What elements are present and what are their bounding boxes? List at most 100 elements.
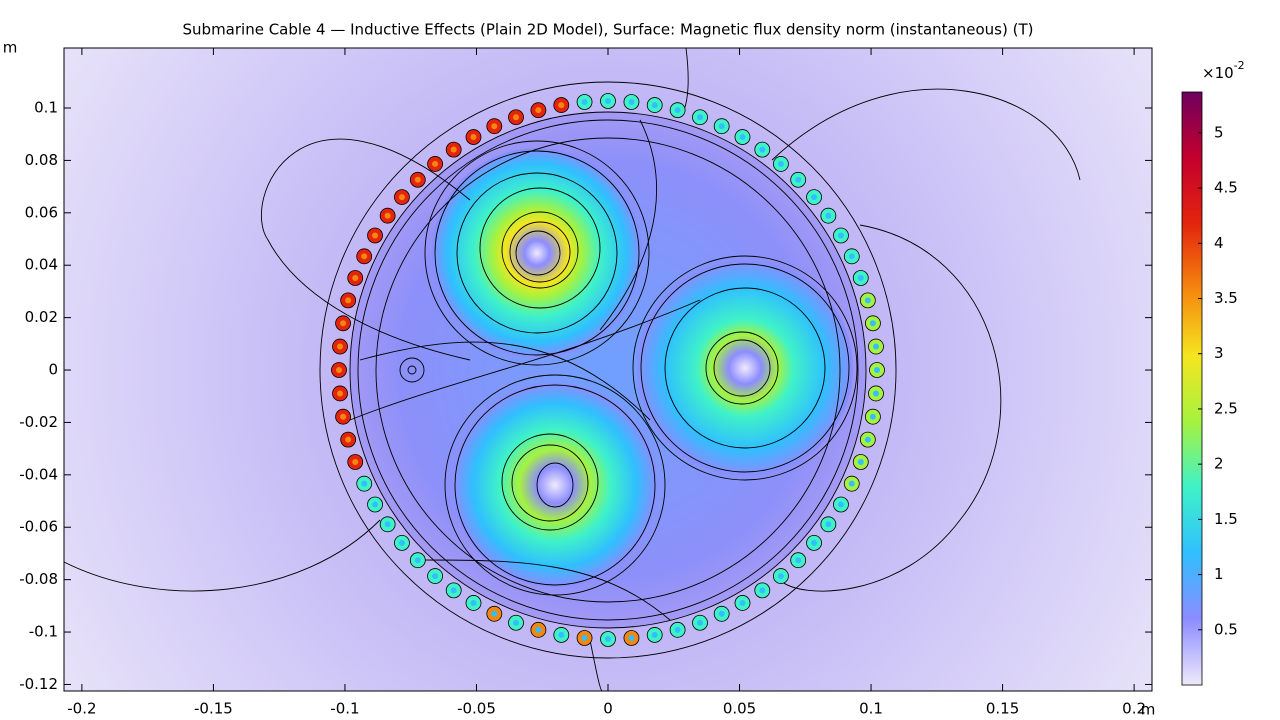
armor-wire-core — [384, 212, 391, 219]
y-tick-label: -0.12 — [19, 675, 58, 693]
armor-wire-core — [384, 521, 391, 528]
armor-wire-core — [869, 320, 876, 327]
armor-wire-core — [697, 619, 704, 626]
armor-wire-core — [512, 619, 519, 626]
armor-wire-core — [352, 274, 359, 281]
colorbar-tick-label: 3 — [1214, 344, 1224, 362]
armor-wire-core — [512, 114, 519, 121]
colorbar-tick-label: 4 — [1214, 234, 1224, 252]
x-tick-label: 0.05 — [723, 700, 756, 718]
armor-wire-core — [581, 99, 588, 106]
armor-wire-core — [718, 610, 725, 617]
y-tick-label: 0.04 — [25, 256, 58, 274]
exponent: -2 — [1234, 59, 1245, 72]
y-tick-label: 0.1 — [34, 99, 58, 117]
armor-wire-core — [674, 107, 681, 114]
colorbar-tick-label: 2.5 — [1214, 399, 1238, 417]
armor-wire-core — [558, 631, 565, 638]
armor-wire-core — [795, 557, 802, 564]
armor-wire-core — [777, 160, 784, 167]
armor-wire-core — [864, 436, 871, 443]
colorbar-tick-label: 4.5 — [1214, 179, 1238, 197]
armor-wire-core — [432, 160, 439, 167]
armor-wire-core — [414, 557, 421, 564]
armor-wire-core — [361, 480, 368, 487]
y-tick-label: -0.06 — [19, 518, 58, 536]
armor-wire-core — [372, 501, 379, 508]
armor-wire-core — [432, 573, 439, 580]
armor-wire-core — [361, 253, 368, 260]
armor-wire-core — [372, 232, 379, 239]
armor-wire-core — [837, 232, 844, 239]
colorbar-exponent: ×10-2 — [1202, 59, 1245, 82]
armor-wire-core — [759, 146, 766, 153]
colorbar-tick-label: 3.5 — [1214, 289, 1238, 307]
armor-wire-core — [759, 587, 766, 594]
armor-wire-core — [795, 176, 802, 183]
colorbar-tick-label: 1.5 — [1214, 510, 1238, 528]
armor-wire-core — [337, 343, 344, 350]
armor-wire-core — [345, 297, 352, 304]
armor-wire-core — [352, 459, 359, 466]
armor-wire-core — [848, 253, 855, 260]
armor-wire-core — [837, 501, 844, 508]
x-axis-unit: m — [1141, 701, 1156, 719]
colorbar-tick-label: 1 — [1214, 565, 1224, 583]
armor-wire-core — [874, 367, 880, 373]
y-tick-label: 0 — [48, 361, 58, 379]
armor-wire-core — [581, 634, 588, 641]
armor-wire-core — [811, 194, 818, 201]
armor-wire-core — [857, 274, 864, 281]
armor-wire-core — [825, 521, 832, 528]
armor-wire-core — [414, 176, 421, 183]
armor-wire-core — [398, 539, 405, 546]
y-tick-label: -0.08 — [19, 570, 58, 588]
armor-wire-core — [470, 599, 477, 606]
armor-wire-core — [864, 297, 871, 304]
conductor-field — [432, 148, 642, 358]
armor-wire-core — [340, 413, 347, 420]
armor-wire-core — [450, 587, 457, 594]
armor-wire-core — [872, 390, 879, 397]
x-tick-label: -0.1 — [330, 700, 359, 718]
armor-wire-core — [628, 99, 635, 106]
armor-wire-core — [535, 626, 542, 633]
y-tick-label: -0.02 — [19, 413, 58, 431]
armor-wire-core — [398, 194, 405, 201]
armor-wire-core — [739, 599, 746, 606]
armor-wire-core — [857, 459, 864, 466]
armor-wire-core — [777, 573, 784, 580]
y-tick-label: -0.1 — [29, 623, 58, 641]
x-tick-label: -0.15 — [194, 700, 233, 718]
armor-wires — [331, 93, 885, 647]
y-axis-unit: m — [3, 39, 18, 57]
armor-wire-core — [470, 134, 477, 141]
armor-wire-core — [825, 212, 832, 219]
x-tick-label: 0.1 — [859, 700, 883, 718]
armor-wire-core — [605, 98, 611, 104]
armor-wire-core — [872, 343, 879, 350]
armor-wire-core — [340, 320, 347, 327]
x-tick-label: -0.2 — [67, 700, 96, 718]
colorbar-tick-label: 2 — [1214, 455, 1224, 473]
armor-wire-core — [450, 146, 457, 153]
x-tick-label: 0 — [603, 700, 613, 718]
armor-wire-core — [605, 636, 611, 642]
colorbar — [1181, 91, 1203, 686]
armor-wire-core — [628, 634, 635, 641]
colorbar-tick-label: 5 — [1214, 123, 1224, 141]
x-tick-label: -0.05 — [457, 700, 496, 718]
armor-wire-core — [535, 107, 542, 114]
armor-wire-core — [651, 631, 658, 638]
y-tick-label: 0.02 — [25, 308, 58, 326]
armor-wire-core — [558, 102, 565, 109]
streamlines — [64, 48, 1081, 691]
conductor-field — [453, 383, 657, 587]
plot-area — [64, 48, 1152, 691]
armor-wire-core — [651, 102, 658, 109]
armor-wire-core — [674, 626, 681, 633]
y-tick-label: 0.06 — [25, 203, 58, 221]
armor-wire-core — [848, 480, 855, 487]
y-tick-label: 0.08 — [25, 151, 58, 169]
